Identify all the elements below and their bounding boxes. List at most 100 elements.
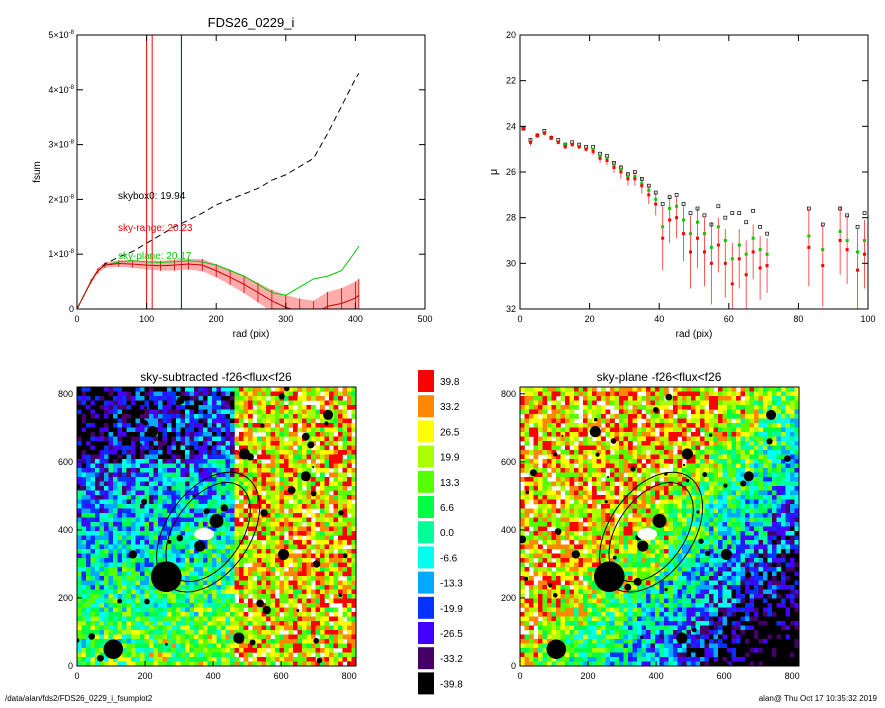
image-pixel [90, 472, 96, 478]
image-pixel [293, 526, 298, 532]
image-pixel [790, 418, 795, 424]
image-pixel [583, 441, 588, 446]
image-pixel [578, 427, 584, 433]
image-pixel [158, 643, 163, 649]
mu-point-sky-plane [647, 188, 651, 192]
image-pixel [261, 531, 267, 536]
image-pixel [311, 657, 316, 662]
image-pixel [565, 441, 570, 446]
image-pixel [158, 504, 163, 509]
image-pixel [212, 643, 217, 649]
image-pixel [302, 490, 307, 496]
image-pixel [221, 625, 226, 631]
image-pixel [230, 612, 235, 617]
image-pixel [180, 387, 186, 392]
image-pixel [135, 616, 141, 622]
image-pixel [189, 414, 195, 419]
image-pixel [279, 481, 285, 487]
image-pixel [153, 594, 159, 599]
image-pixel [86, 580, 91, 586]
image-pixel [275, 513, 280, 518]
image-pixel [324, 387, 330, 392]
image-pixel [126, 576, 132, 581]
image-pixel [324, 400, 330, 406]
image-pixel [637, 396, 642, 401]
image-pixel [311, 603, 316, 608]
image-pixel [270, 544, 276, 550]
image-pixel [333, 652, 339, 658]
image-pixel [203, 643, 208, 649]
image-pixel [351, 414, 356, 419]
image-pixel [207, 423, 213, 428]
image-pixel [158, 535, 163, 541]
image-pixel [731, 427, 737, 433]
image-pixel [113, 657, 118, 662]
image-pixel [342, 499, 348, 505]
image-pixel [86, 639, 91, 644]
image-pixel [284, 468, 289, 473]
image-pixel [140, 661, 145, 666]
image-pixel [628, 418, 633, 424]
image-pixel [171, 544, 177, 550]
image-pixel [288, 634, 294, 640]
mu-point-sky-plane [838, 229, 842, 233]
image-pixel [297, 414, 303, 419]
image-pixel [338, 409, 343, 415]
image-pixel [203, 499, 208, 505]
image-pixel [162, 495, 168, 500]
image-pixel [140, 513, 145, 518]
mu-point-sky-range [570, 143, 574, 147]
image-pixel [239, 535, 244, 541]
image-pixel [758, 432, 764, 437]
image-pixel [279, 463, 285, 469]
image-pixel [275, 432, 280, 437]
image-pixel [333, 513, 339, 518]
image-pixel [207, 526, 213, 532]
image-pixel [302, 580, 307, 586]
image-pixel [311, 625, 316, 631]
image-pixel [198, 405, 204, 410]
image-pixel [207, 607, 213, 613]
image-pixel [122, 652, 127, 658]
mu-point-sky-range [598, 156, 602, 160]
image-pixel [99, 661, 105, 666]
image-pixel [189, 661, 195, 666]
image-pixel [225, 481, 231, 487]
image-pixel [745, 423, 750, 428]
image-pixel [275, 400, 280, 406]
image-pixel [646, 405, 651, 410]
image-pixel [691, 423, 696, 428]
image-pixel [659, 396, 665, 401]
image-pixel [587, 450, 593, 455]
image-pixel [578, 445, 584, 451]
image-pixel [90, 535, 96, 541]
image-pixel [574, 396, 579, 401]
image-pixel [695, 436, 701, 442]
image-pixel [149, 495, 154, 500]
image-pixel [306, 454, 312, 460]
image-pixel [117, 495, 123, 500]
image-pixel [659, 400, 665, 406]
image-pixel [185, 634, 190, 640]
image-pixel [695, 418, 701, 424]
image-pixel [113, 445, 118, 451]
image-pixel [342, 409, 348, 415]
image-pixel [122, 612, 127, 617]
image-pixel [727, 409, 732, 415]
image-pixel [198, 450, 204, 455]
image-pixel [162, 643, 168, 649]
image-pixel [311, 396, 316, 401]
image-pixel [311, 607, 316, 613]
image-pixel [297, 576, 303, 581]
masked-source [142, 420, 148, 426]
image-pixel [122, 391, 127, 397]
image-pixel [641, 423, 647, 428]
image-pixel [144, 594, 150, 599]
fsum-y-tick-label: 4×10-8 [48, 85, 74, 95]
image-pixel [113, 571, 118, 577]
image-pixel [194, 513, 199, 518]
image-pixel [99, 445, 105, 451]
image-pixel [342, 526, 348, 532]
image-pixel [288, 517, 294, 523]
image-pixel [158, 553, 163, 559]
